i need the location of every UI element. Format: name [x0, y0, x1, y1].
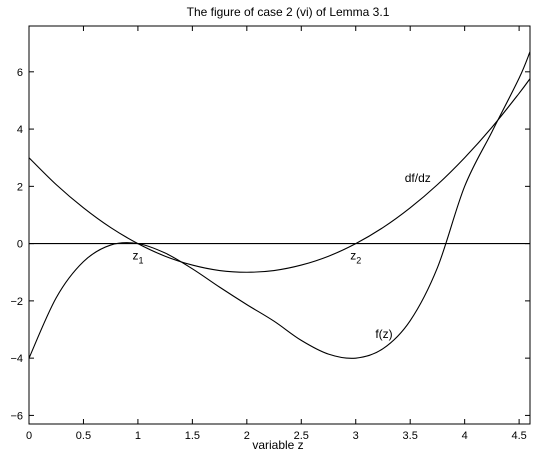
- y-tick-label: −4: [10, 353, 23, 365]
- tick-layer: 0 0.5 1 1.5 2 2.5 3 3.5 4 4.5 −6 −4 −2 0 2 4 6: [10, 26, 530, 442]
- x-axis-label: variable z: [252, 438, 303, 452]
- y-tick-label: −6: [10, 410, 23, 422]
- annotation-label: df/dz: [405, 171, 431, 185]
- series-layer: [28, 51, 531, 359]
- chart-title: The figure of case 2 (vi) of Lemma 3.1: [187, 5, 390, 19]
- x-tick-label: 1: [135, 430, 141, 442]
- y-tick-label: 6: [17, 67, 23, 79]
- y-tick-label: 4: [17, 124, 23, 136]
- annotation-label: z1: [132, 248, 143, 265]
- annotation-label: z2: [350, 248, 361, 265]
- annotation-layer: df/dz f(z) z1 z2: [132, 171, 430, 341]
- x-tick-label: 4.5: [511, 430, 526, 442]
- series-line-1: [28, 78, 531, 273]
- x-tick-label: 2: [244, 430, 250, 442]
- y-tick-label: 2: [17, 181, 23, 193]
- y-tick-label: −2: [10, 296, 23, 308]
- x-tick-label: 4: [462, 430, 468, 442]
- x-tick-label: 3.5: [403, 430, 418, 442]
- annotation-label: f(z): [375, 327, 392, 341]
- x-tick-label: 3: [353, 430, 359, 442]
- x-tick-label: 0.5: [76, 430, 91, 442]
- plot-frame: [28, 25, 531, 425]
- x-tick-label: 1.5: [185, 430, 200, 442]
- x-tick-label: 0: [26, 430, 32, 442]
- y-tick-label: 0: [17, 239, 23, 251]
- x-tick-label: 2.5: [294, 430, 309, 442]
- series-line-0: [28, 51, 531, 359]
- plot-area: [28, 25, 531, 425]
